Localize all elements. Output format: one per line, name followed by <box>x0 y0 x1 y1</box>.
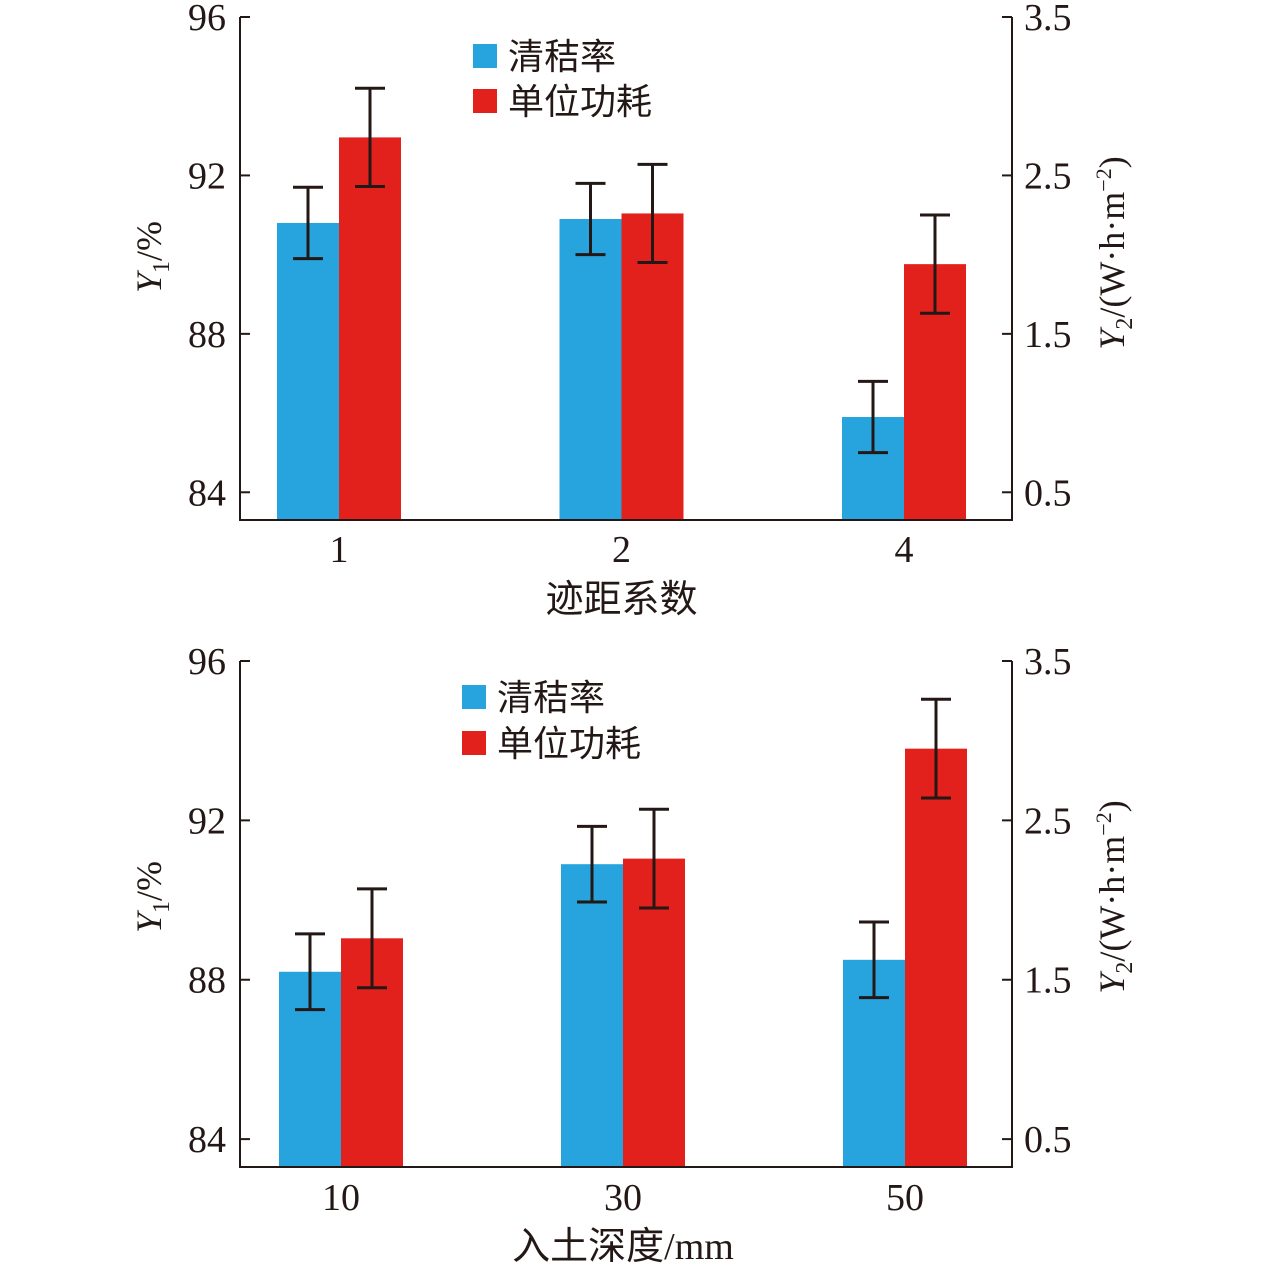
bar-series-2-category-2 <box>623 858 685 1167</box>
left-y-tick-label: 96 <box>188 641 226 683</box>
left-y-tick-label: 88 <box>188 314 226 356</box>
error-bar-series-2-category-3 <box>921 697 951 800</box>
error-bar-series-2-category-3 <box>920 213 950 315</box>
right-y-axis-title-variable: Y <box>1092 326 1132 350</box>
error-bar-series-1-category-1 <box>293 185 323 261</box>
left-y-axis-title: Y1/% <box>129 861 175 933</box>
x-tick-label: 30 <box>604 1177 642 1219</box>
left-y-axis-title-subscript: 1 <box>149 901 175 913</box>
error-bar-series-1-category-2 <box>577 824 607 904</box>
legend-label-series-2: 单位功耗 <box>508 82 652 123</box>
bar-series-2-category-1 <box>339 137 401 521</box>
x-tick-label: 50 <box>886 1177 924 1219</box>
right-y-tick-label: 3.5 <box>1024 641 1072 683</box>
error-bar-series-1-category-1 <box>295 932 325 1012</box>
left-y-tick-label: 92 <box>188 800 226 842</box>
right-y-tick-label: 0.5 <box>1024 472 1072 514</box>
right-y-axis-title-close: ) <box>1092 800 1132 812</box>
bar-series-1-category-1 <box>277 222 339 520</box>
legend-swatch-series-2 <box>462 731 486 755</box>
legend-swatch-series-1 <box>462 685 486 709</box>
right-y-axis-title-variable: Y <box>1092 970 1132 994</box>
right-y-axis-title-close: ) <box>1092 156 1132 168</box>
error-bar-series-1-category-3 <box>858 379 888 455</box>
right-y-tick-label: 3.5 <box>1024 0 1072 39</box>
left-y-tick-label: 84 <box>188 472 226 514</box>
x-tick-label: 2 <box>612 529 631 571</box>
x-axis-title: 迹距系数 <box>545 579 697 621</box>
left-y-axis-title-variable: Y <box>129 269 169 293</box>
x-tick-label: 4 <box>895 529 914 571</box>
right-y-tick-label: 1.5 <box>1024 314 1072 356</box>
left-y-tick-label: 88 <box>188 960 226 1002</box>
left-y-axis-title-variable: Y <box>129 909 169 933</box>
right-y-axis-title-superscript: −2 <box>1091 168 1116 191</box>
bar-series-2-category-3 <box>905 748 967 1167</box>
legend-label-series-2: 单位功耗 <box>497 724 641 765</box>
left-y-axis-title-unit: /% <box>129 221 169 261</box>
left-y-axis-title-unit: /% <box>129 861 169 901</box>
right-y-tick-label: 0.5 <box>1024 1119 1072 1161</box>
error-bar-series-2-category-2 <box>639 807 669 910</box>
left-y-axis-title: Y1/% <box>129 221 175 293</box>
error-bar-series-1-category-3 <box>859 920 889 1000</box>
right-y-tick-label: 2.5 <box>1024 155 1072 197</box>
right-y-axis-title-unit: /(W·h·m <box>1092 192 1132 318</box>
legend-label-series-1: 清秸率 <box>508 37 616 78</box>
error-bar-series-2-category-1 <box>355 86 385 189</box>
x-tick-label: 10 <box>322 1177 360 1219</box>
right-y-axis-title-subscript: 2 <box>1112 318 1138 330</box>
x-tick-label: 1 <box>330 529 349 571</box>
bar-series-1-category-2 <box>559 218 622 520</box>
legend-swatch-series-1 <box>473 44 497 68</box>
left-y-tick-label: 96 <box>188 0 226 39</box>
left-y-tick-label: 84 <box>188 1119 226 1161</box>
error-bar-series-1-category-2 <box>575 181 606 257</box>
legend-swatch-series-2 <box>473 89 497 113</box>
right-y-axis-title: Y2/(W·h·m−2) <box>1091 800 1138 993</box>
error-bar-series-2-category-2 <box>637 162 668 265</box>
right-y-axis-title: Y2/(W·h·m−2) <box>1091 156 1138 349</box>
x-axis-title: 入土深度/mm <box>512 1226 734 1268</box>
right-y-tick-label: 2.5 <box>1024 800 1072 842</box>
legend-label-series-1: 清秸率 <box>497 678 605 719</box>
left-y-tick-label: 92 <box>188 155 226 197</box>
right-y-axis-title-subscript: 2 <box>1112 962 1138 974</box>
bar-series-1-category-2 <box>561 864 623 1167</box>
left-y-axis-title-subscript: 1 <box>149 261 175 273</box>
right-y-axis-title-superscript: −2 <box>1091 812 1116 835</box>
bar-series-2-category-2 <box>621 213 684 520</box>
error-bar-series-2-category-1 <box>357 887 387 990</box>
right-y-tick-label: 1.5 <box>1024 960 1072 1002</box>
right-y-axis-title-unit: /(W·h·m <box>1092 836 1132 962</box>
